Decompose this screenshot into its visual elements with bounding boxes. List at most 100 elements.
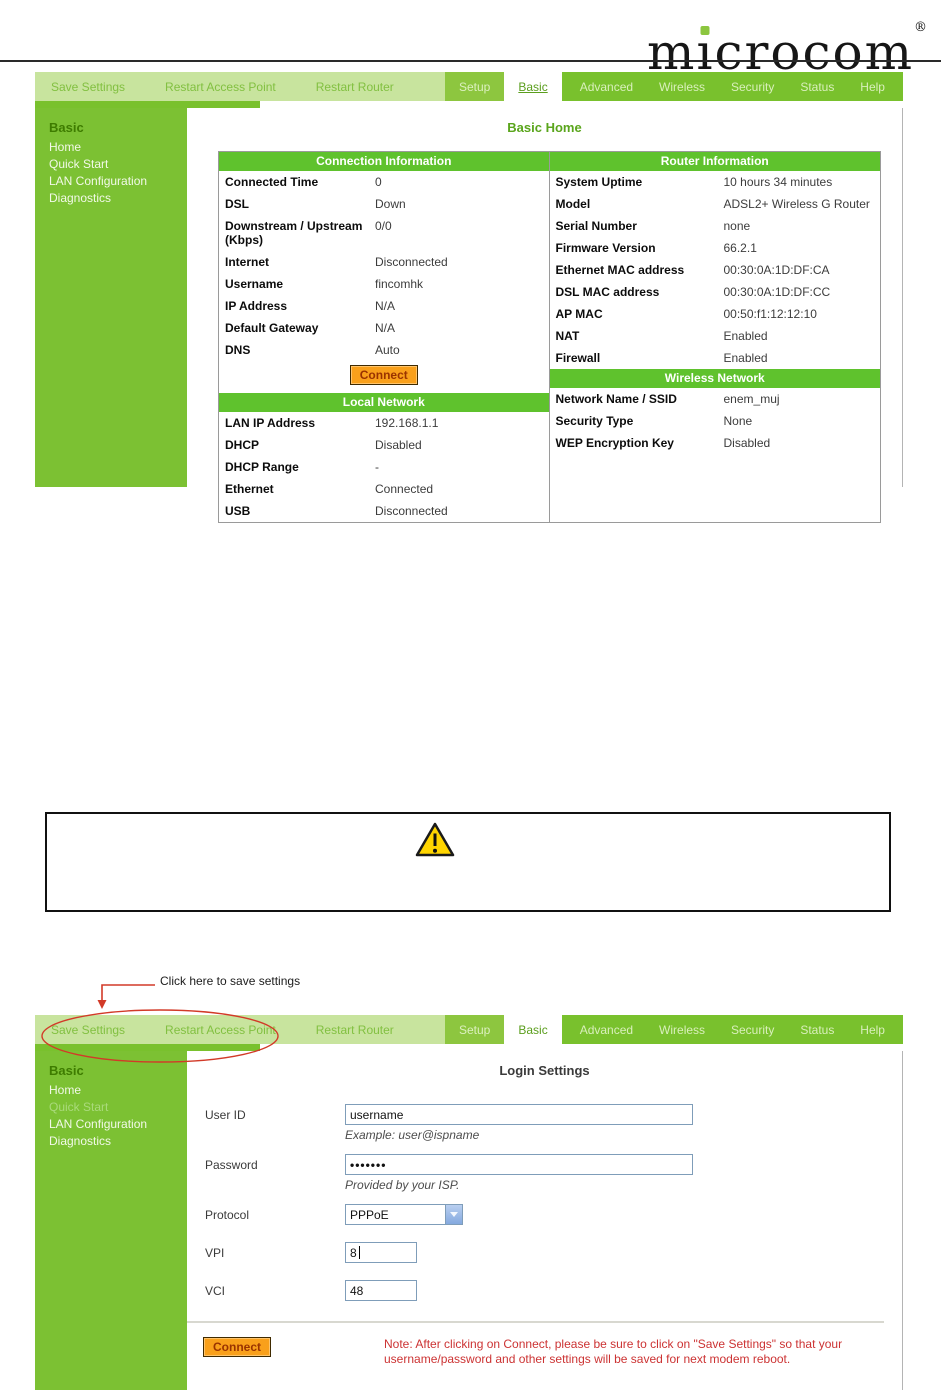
row-label: Ethernet (225, 482, 274, 496)
user-id-hint: Example: user@ispname (345, 1128, 480, 1142)
row-label: IP Address (225, 299, 288, 313)
nav-save-settings[interactable]: Save Settings (51, 1022, 126, 1037)
tab-security[interactable]: Security (731, 1022, 775, 1037)
nav-actions: Save Settings Restart Access Point Resta… (35, 1015, 445, 1044)
page-title: Basic Home (507, 120, 582, 135)
connect-button[interactable]: Connect (349, 365, 418, 385)
tab-status[interactable]: Status (800, 79, 835, 94)
nav-restart-router[interactable]: Restart Router (315, 1022, 394, 1037)
top-navbar: Save Settings Restart Access Point Resta… (35, 1015, 903, 1044)
table-row: DHCP Range - (219, 456, 549, 478)
nav-under-strip (35, 1044, 260, 1051)
table-row: IP Address N/A (219, 295, 549, 317)
vpi-field[interactable] (345, 1242, 417, 1263)
sidebar-item-lan-configuration[interactable]: LAN Configuration (49, 174, 148, 188)
tab-setup[interactable]: Setup (445, 1015, 505, 1044)
table-row: Ethernet Connected (219, 478, 549, 500)
row-label: Firmware Version (555, 241, 656, 255)
status-table-left: Connection Information Connected Time 0 (219, 152, 550, 522)
tab-setup[interactable]: Setup (445, 72, 505, 101)
connection-information-header: Connection Information (219, 152, 549, 171)
tab-security[interactable]: Security (731, 79, 775, 94)
screenshot-basic-home: Save Settings Restart Access Point Resta… (35, 72, 903, 523)
tab-basic-active[interactable]: Basic (504, 1015, 562, 1044)
sidebar-item-diagnostics[interactable]: Diagnostics (49, 191, 112, 205)
row-label: Default Gateway (225, 321, 319, 335)
tab-wireless[interactable]: Wireless (659, 1022, 706, 1037)
row-label: Username (225, 277, 284, 291)
table-row: USB Disconnected (219, 500, 549, 522)
row-value: enem_muj (723, 392, 780, 406)
row-label: Connected Time (225, 175, 319, 189)
vci-row: VCI (205, 1280, 902, 1301)
row-value: 66.2.1 (723, 241, 757, 255)
wireless-network-rows: Network Name / SSID enem_muj Security Ty… (550, 388, 881, 454)
row-label: Model (555, 197, 591, 211)
tab-wireless[interactable]: Wireless (659, 79, 706, 94)
warning-triangle-icon (415, 822, 455, 863)
tab-help[interactable]: Help (860, 79, 885, 94)
row-label: DNS (225, 343, 251, 357)
table-row: NAT Enabled (550, 325, 881, 347)
row-value: 00:30:0A:1D:DF:CA (723, 263, 830, 277)
vci-field[interactable] (345, 1280, 417, 1301)
router-information-rows: System Uptime 10 hours 34 minutes Model … (550, 171, 881, 369)
connect-button[interactable]: Connect (203, 1337, 271, 1357)
row-value: 10 hours 34 minutes (723, 175, 833, 189)
tab-status[interactable]: Status (800, 1022, 835, 1037)
basic-home-body: Basic Home Quick Start LAN Configuration… (35, 108, 903, 523)
user-id-field[interactable] (345, 1104, 693, 1125)
connection-rows: Connected Time 0 DSL Down Down (219, 171, 549, 361)
sidebar-item-diagnostics[interactable]: Diagnostics (49, 1134, 112, 1148)
table-row: LAN IP Address 192.168.1.1 (219, 412, 549, 434)
row-value: Enabled (723, 351, 768, 365)
row-label: Network Name / SSID (555, 392, 677, 406)
table-row: Firewall Enabled (550, 347, 881, 369)
row-value: None (723, 414, 753, 428)
nav-restart-router[interactable]: Restart Router (315, 79, 394, 94)
dropdown-arrow-icon[interactable] (445, 1205, 462, 1224)
nav-save-settings[interactable]: Save Settings (51, 79, 126, 94)
connect-row: Connect (219, 361, 549, 393)
row-value: Disabled (375, 438, 422, 452)
sidebar-item-quick-start-active[interactable]: Quick Start (49, 1100, 109, 1114)
basic-home-content: Basic Home Connection Information Connec… (187, 108, 902, 523)
sidebar-title: Basic (49, 120, 84, 135)
row-value: Disabled (723, 436, 771, 450)
protocol-select[interactable]: PPPoE (345, 1204, 463, 1225)
row-value: Disconnected (375, 504, 448, 518)
password-label: Password (205, 1158, 258, 1172)
header-divider (0, 60, 941, 62)
nav-actions: Save Settings Restart Access Point Resta… (35, 72, 445, 101)
table-row: Firmware Version 66.2.1 (550, 237, 881, 259)
row-label: NAT (555, 329, 580, 343)
tab-advanced[interactable]: Advanced (579, 79, 634, 94)
login-settings-body: Basic Home Quick Start LAN Configuration… (35, 1051, 903, 1390)
row-label: WEP Encryption Key (555, 436, 674, 450)
local-network-header: Local Network (219, 393, 549, 412)
row-value: Auto (375, 343, 400, 357)
tab-help[interactable]: Help (860, 1022, 885, 1037)
sidebar-item-home[interactable]: Home (49, 140, 82, 154)
row-value: N/A (375, 321, 396, 335)
tab-advanced[interactable]: Advanced (579, 1022, 634, 1037)
user-id-label: User ID (205, 1108, 246, 1122)
nav-under-strip (35, 101, 260, 108)
table-row: DHCP Disabled (219, 434, 549, 456)
row-value: 0 (375, 175, 382, 189)
row-value: none (723, 219, 751, 233)
row-label: Ethernet MAC address (555, 263, 685, 277)
nav-tabs: Advanced Wireless Security Status Help (561, 1015, 903, 1044)
password-field[interactable] (345, 1154, 693, 1175)
table-row: Network Name / SSID enem_muj (550, 388, 881, 410)
sidebar-menu: Basic Home Quick Start LAN Configuration… (35, 108, 187, 487)
text-cursor (359, 1246, 360, 1259)
sidebar-item-lan-configuration[interactable]: LAN Configuration (49, 1117, 148, 1131)
sidebar-item-quick-start[interactable]: Quick Start (49, 157, 109, 171)
tab-basic-active[interactable]: Basic (504, 72, 562, 101)
nav-restart-access-point[interactable]: Restart Access Point (165, 79, 276, 94)
nav-restart-access-point[interactable]: Restart Access Point (165, 1022, 276, 1037)
table-row: Internet Disconnected (219, 251, 549, 273)
sidebar-item-home[interactable]: Home (49, 1083, 82, 1097)
table-row: WEP Encryption Key Disabled (550, 432, 881, 454)
